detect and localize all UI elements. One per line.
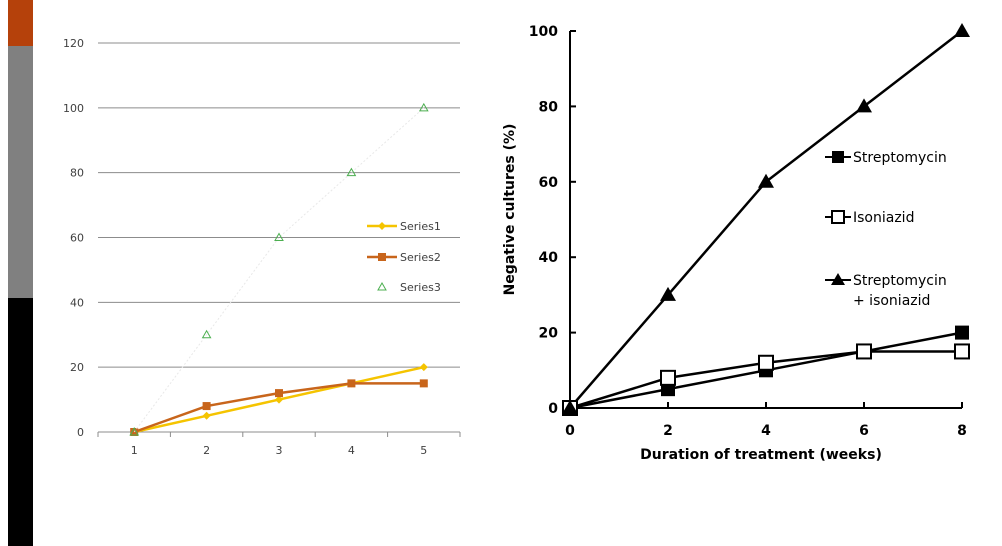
legend-series1-label: Series1 bbox=[400, 220, 441, 233]
legend-isoniazid-marker bbox=[831, 210, 845, 224]
legend-label: Streptomycin bbox=[853, 273, 947, 289]
x-axis-title: Duration of treatment (weeks) bbox=[640, 447, 882, 463]
series1-point bbox=[202, 411, 211, 420]
y-tick-label: 120 bbox=[63, 37, 84, 50]
series3-point bbox=[274, 232, 284, 241]
y-tick-label: 0 bbox=[77, 426, 84, 439]
y-tick-label: 100 bbox=[529, 24, 558, 40]
series3-line bbox=[133, 107, 425, 433]
strip-segment-gray bbox=[8, 46, 33, 298]
series2-point bbox=[202, 402, 211, 411]
combination-point bbox=[856, 98, 872, 113]
strip-segment-orange bbox=[8, 0, 33, 46]
y-tick-label: 40 bbox=[70, 296, 84, 309]
isoniazid-point bbox=[856, 343, 872, 360]
legend-streptomycin-marker bbox=[832, 151, 844, 163]
y-tick-label: 60 bbox=[539, 175, 559, 191]
strip-segment-black bbox=[8, 298, 33, 546]
series1-point bbox=[419, 363, 428, 372]
legend-series2-marker bbox=[378, 253, 386, 261]
y-tick-label: 80 bbox=[539, 99, 559, 115]
left-color-strip bbox=[8, 0, 33, 546]
x-tick-label: 1 bbox=[131, 444, 138, 457]
legend-series2-label: Series2 bbox=[400, 251, 441, 264]
series3-point bbox=[201, 329, 212, 339]
legend-label: Streptomycin bbox=[853, 150, 947, 166]
combination-point bbox=[758, 173, 774, 188]
series2-point bbox=[275, 389, 283, 398]
legend-series1-marker bbox=[378, 222, 386, 230]
x-tick-label: 5 bbox=[420, 444, 427, 457]
series3-point bbox=[418, 102, 429, 112]
combination-point bbox=[562, 400, 578, 414]
series3-point bbox=[346, 167, 357, 177]
isoniazid-point bbox=[758, 354, 774, 371]
y-tick-label: 100 bbox=[63, 102, 84, 115]
y-axis-title: Negative cultures (%) bbox=[502, 124, 518, 296]
legend-series3-marker bbox=[377, 281, 387, 291]
x-tick-label: 4 bbox=[348, 444, 355, 457]
x-tick-label: 3 bbox=[276, 444, 283, 457]
x-tick-label: 8 bbox=[957, 423, 967, 439]
series1-point bbox=[275, 395, 283, 404]
x-tick-label: 6 bbox=[859, 423, 869, 439]
y-tick-label: 80 bbox=[70, 167, 84, 180]
legend-label: Isoniazid bbox=[853, 210, 914, 226]
y-tick-label: 20 bbox=[70, 361, 84, 374]
legend-combination-marker bbox=[831, 273, 845, 285]
y-tick-label: 40 bbox=[539, 250, 559, 266]
y-tick-label: 0 bbox=[548, 401, 558, 417]
excel-line-chart: 0 20 40 60 80 100 120 1 2 3 4 5 Series1 Series2 Series… bbox=[63, 37, 461, 457]
legend-series3-label: Series3 bbox=[400, 281, 441, 294]
series2-point bbox=[419, 379, 428, 388]
x-tick-label: 2 bbox=[203, 444, 210, 457]
isoniazid-point bbox=[954, 343, 970, 360]
streptomycin-point bbox=[955, 325, 969, 340]
y-tick-label: 20 bbox=[539, 326, 559, 342]
combination-point bbox=[954, 23, 970, 37]
x-tick-label: 4 bbox=[761, 423, 771, 439]
isoniazid-point bbox=[660, 369, 676, 386]
y-tick-label: 60 bbox=[70, 232, 84, 245]
legend-label: + isoniazid bbox=[853, 293, 930, 309]
series2-point bbox=[347, 379, 356, 388]
combination-point bbox=[660, 286, 676, 301]
treatment-line-chart: 0 20 40 60 80 100 0 2 4 6 8 Duration of treatment (… bbox=[502, 23, 970, 463]
x-tick-label: 2 bbox=[663, 423, 673, 439]
series3-point bbox=[129, 426, 140, 436]
x-tick-label: 0 bbox=[565, 423, 575, 439]
